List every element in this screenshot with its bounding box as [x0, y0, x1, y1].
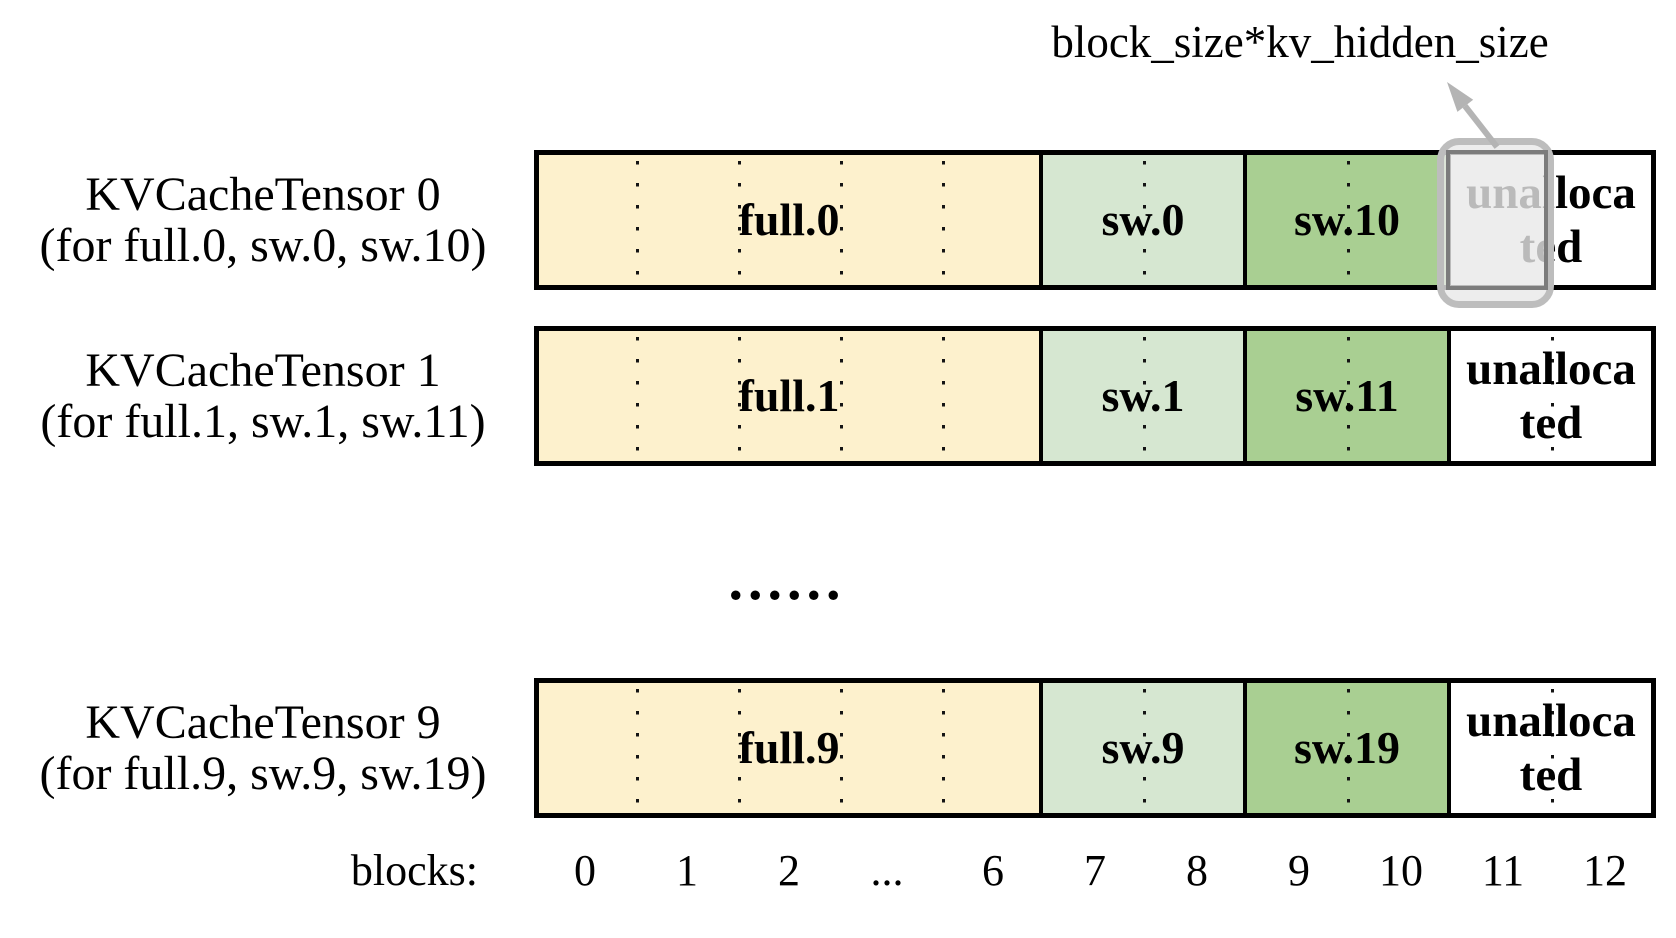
tensor-0-bar: full.0 sw.0 sw.10 unalloca ted	[534, 150, 1656, 290]
tensor-1-bar: full.1 sw.1 sw.11 unalloca ted	[534, 326, 1656, 466]
tensor-9-sw-label: sw.9	[1101, 721, 1185, 773]
block-tick-10: 10	[1379, 846, 1423, 895]
block-divider	[636, 161, 639, 279]
tensor-9-sw-segment: sw.9	[1039, 683, 1243, 813]
tensor-row-9: KVCacheTensor 9 (for full.9, sw.9, sw.19…	[0, 678, 1676, 818]
tensor-9-unallocated-segment: unalloca ted	[1447, 683, 1651, 813]
tensor-9-bar: full.9 sw.9 sw.19 unalloca ted	[534, 678, 1656, 818]
block-divider	[942, 161, 945, 279]
tensor-1-unallocated-label-line1: unalloca	[1466, 342, 1636, 395]
block-divider	[1347, 689, 1350, 807]
block-size-highlight-inner	[1446, 150, 1548, 290]
tensor-1-unallocated-label-line2: ted	[1519, 397, 1583, 449]
tensor-0-full-segment: full.0	[539, 155, 1039, 285]
block-divider	[1347, 161, 1350, 279]
block-tick-2: 2	[778, 846, 800, 895]
block-tick-6: 6	[982, 846, 1004, 895]
tensor-0-sw-label: sw.0	[1101, 193, 1185, 245]
block-tick-9: 9	[1288, 846, 1310, 895]
tensor-9-full-segment: full.9	[539, 683, 1039, 813]
tensor-1-sw-label: sw.1	[1101, 369, 1185, 421]
block-tick-7: 7	[1084, 846, 1106, 895]
block-tick-11: 11	[1481, 846, 1525, 895]
tensor-1-sw-segment: sw.1	[1039, 331, 1243, 461]
block-divider	[738, 689, 741, 807]
block-divider	[840, 689, 843, 807]
rows-ellipsis: ......	[728, 547, 846, 612]
block-divider	[840, 337, 843, 455]
block-divider	[1143, 337, 1146, 455]
tensor-0-label: KVCacheTensor 0 (for full.0, sw.0, sw.10…	[8, 150, 518, 290]
block-size-highlight	[1437, 138, 1554, 308]
block-divider	[738, 161, 741, 279]
block-tick-12: 12	[1583, 846, 1627, 895]
tensor-1-sw11-label: sw.11	[1295, 369, 1399, 421]
tensor-0-sw10-segment: sw.10	[1243, 155, 1447, 285]
tensor-1-full-label: full.1	[738, 369, 840, 421]
tensor-0-title: KVCacheTensor 0	[85, 167, 441, 221]
tensor-row-0: KVCacheTensor 0 (for full.0, sw.0, sw.10…	[0, 150, 1676, 290]
tensor-9-subtitle: (for full.9, sw.9, sw.19)	[39, 747, 487, 800]
block-divider	[1551, 337, 1554, 455]
blocks-axis-label: blocks:	[350, 846, 478, 895]
block-divider	[840, 161, 843, 279]
block-divider	[636, 337, 639, 455]
block-divider	[942, 689, 945, 807]
tensor-9-sw19-segment: sw.19	[1243, 683, 1447, 813]
tensor-0-sw10-label: sw.10	[1293, 193, 1401, 245]
tensor-0-sw-segment: sw.0	[1039, 155, 1243, 285]
block-divider	[738, 337, 741, 455]
tensor-9-label: KVCacheTensor 9 (for full.9, sw.9, sw.19…	[8, 678, 518, 818]
tensor-9-title: KVCacheTensor 9	[85, 695, 441, 749]
tensor-1-full-segment: full.1	[539, 331, 1039, 461]
block-divider	[1143, 161, 1146, 279]
annotation-arrow-icon	[1447, 82, 1500, 149]
tensor-1-unallocated-segment: unalloca ted	[1447, 331, 1651, 461]
tensor-row-1: KVCacheTensor 1 (for full.1, sw.1, sw.11…	[0, 326, 1676, 466]
tensor-9-full-label: full.9	[738, 721, 840, 773]
tensor-0-subtitle: (for full.0, sw.0, sw.10)	[39, 219, 487, 272]
block-tick-0: 0	[574, 846, 596, 895]
block-divider	[1551, 689, 1554, 807]
tensor-0-full-label: full.0	[738, 193, 840, 245]
block-tick-1: 1	[676, 846, 698, 895]
tensor-1-title: KVCacheTensor 1	[85, 343, 441, 397]
block-divider	[942, 337, 945, 455]
tensor-1-subtitle: (for full.1, sw.1, sw.11)	[40, 395, 486, 448]
block-divider	[1347, 337, 1350, 455]
tensor-9-sw19-label: sw.19	[1293, 721, 1401, 773]
block-divider	[1143, 689, 1146, 807]
block-size-annotation: block_size*kv_hidden_size	[1051, 17, 1549, 67]
block-tick-8: 8	[1186, 846, 1208, 895]
tensor-9-unallocated-label-line1: unalloca	[1466, 694, 1636, 747]
block-tick-ellipsis: ...	[870, 846, 904, 895]
block-divider	[636, 689, 639, 807]
tensor-1-label: KVCacheTensor 1 (for full.1, sw.1, sw.11…	[8, 326, 518, 466]
tensor-1-sw11-segment: sw.11	[1243, 331, 1447, 461]
tensor-9-unallocated-label-line2: ted	[1519, 749, 1583, 801]
